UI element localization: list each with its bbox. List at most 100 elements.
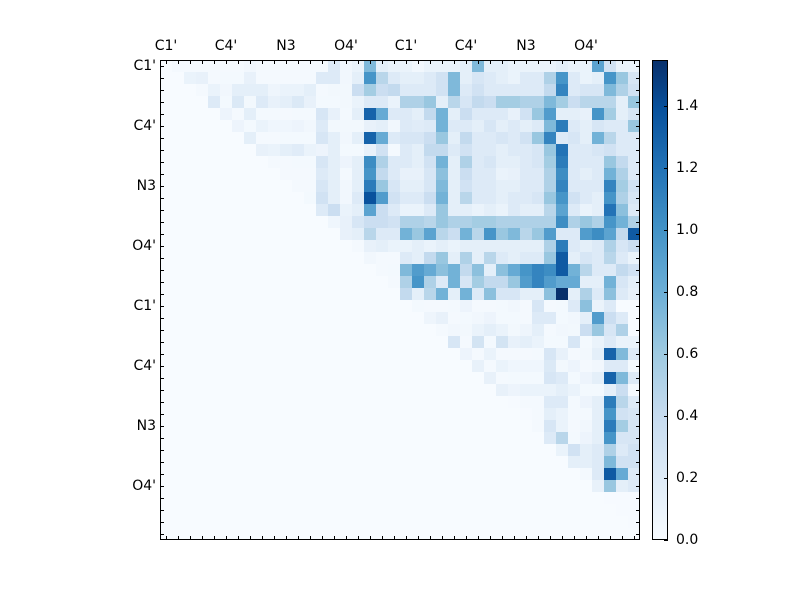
heatmap-cell xyxy=(496,312,508,324)
heatmap-cell xyxy=(472,60,484,72)
heatmap-cell xyxy=(424,360,436,372)
heatmap-cell xyxy=(388,360,400,372)
heatmap-cell xyxy=(496,276,508,288)
heatmap-cell xyxy=(484,120,496,132)
heatmap-cell xyxy=(352,432,364,444)
heatmap-cell xyxy=(328,156,340,168)
heatmap-cell xyxy=(184,72,196,84)
heatmap-cell xyxy=(376,348,388,360)
heatmap-cell xyxy=(412,408,424,420)
heatmap-cell xyxy=(304,372,316,384)
heatmap-cell xyxy=(304,516,316,528)
heatmap-cell xyxy=(160,528,172,540)
heatmap-cell xyxy=(196,372,208,384)
heatmap-cell xyxy=(472,360,484,372)
heatmap-cell xyxy=(592,492,604,504)
heatmap-cell xyxy=(280,444,292,456)
heatmap-cell xyxy=(304,276,316,288)
heatmap-cell xyxy=(256,264,268,276)
heatmap-cell xyxy=(196,96,208,108)
heatmap-cell xyxy=(316,360,328,372)
heatmap-cell xyxy=(556,444,568,456)
axis-tick-left xyxy=(160,462,164,463)
heatmap-cell xyxy=(400,456,412,468)
heatmap-cell xyxy=(556,252,568,264)
heatmap-cell xyxy=(280,240,292,252)
heatmap-cell xyxy=(256,324,268,336)
heatmap-cell xyxy=(352,108,364,120)
axis-tick-right xyxy=(636,234,640,235)
heatmap-cell xyxy=(448,372,460,384)
heatmap-cell xyxy=(424,300,436,312)
heatmap-cell xyxy=(460,492,472,504)
heatmap-cell xyxy=(472,216,484,228)
heatmap-cell xyxy=(604,60,616,72)
heatmap-cell xyxy=(328,276,340,288)
heatmap-cell xyxy=(508,180,520,192)
heatmap-cell xyxy=(352,348,364,360)
heatmap-cell xyxy=(160,192,172,204)
heatmap-cell xyxy=(292,192,304,204)
heatmap-cell xyxy=(460,108,472,120)
heatmap-cell xyxy=(388,408,400,420)
heatmap-cell xyxy=(232,276,244,288)
heatmap-cell xyxy=(172,420,184,432)
heatmap-cell xyxy=(316,156,328,168)
heatmap-cell xyxy=(616,144,628,156)
heatmap-cell xyxy=(388,468,400,480)
axis-tick-top xyxy=(346,60,347,64)
heatmap-cell xyxy=(208,312,220,324)
heatmap-cell xyxy=(424,180,436,192)
heatmap-cell xyxy=(376,72,388,84)
heatmap-cell xyxy=(424,480,436,492)
heatmap-cell xyxy=(556,288,568,300)
axis-tick-right xyxy=(636,498,640,499)
heatmap-cell xyxy=(292,204,304,216)
heatmap-cell xyxy=(244,432,256,444)
heatmap-cell xyxy=(520,444,532,456)
heatmap-cell xyxy=(328,396,340,408)
heatmap-cell xyxy=(364,420,376,432)
heatmap-cell xyxy=(508,372,520,384)
heatmap-cell xyxy=(616,324,628,336)
heatmap-cell xyxy=(532,72,544,84)
heatmap-cell xyxy=(592,216,604,228)
heatmap-cell xyxy=(256,516,268,528)
heatmap-cell xyxy=(364,384,376,396)
heatmap-cell xyxy=(484,168,496,180)
heatmap-cell xyxy=(340,120,352,132)
axis-tick-bottom xyxy=(166,536,167,540)
heatmap-cell xyxy=(244,204,256,216)
heatmap-cell xyxy=(484,300,496,312)
heatmap-cell xyxy=(232,108,244,120)
heatmap-cell xyxy=(616,300,628,312)
heatmap-cell xyxy=(244,312,256,324)
heatmap-cell xyxy=(448,180,460,192)
heatmap-cell xyxy=(424,516,436,528)
heatmap-cell xyxy=(292,216,304,228)
heatmap-cell xyxy=(364,132,376,144)
heatmap-cell xyxy=(520,516,532,528)
heatmap-cell xyxy=(484,444,496,456)
heatmap-cell xyxy=(184,444,196,456)
heatmap-cell xyxy=(460,372,472,384)
heatmap-cell xyxy=(340,192,352,204)
heatmap-cell xyxy=(580,312,592,324)
heatmap-cell xyxy=(616,492,628,504)
heatmap-cell xyxy=(232,84,244,96)
heatmap-cell xyxy=(352,372,364,384)
heatmap-cell xyxy=(460,324,472,336)
heatmap-cell xyxy=(496,228,508,240)
heatmap-cell xyxy=(280,204,292,216)
heatmap-cell xyxy=(304,60,316,72)
colorbar-tick-label: 1.2 xyxy=(676,160,699,177)
heatmap-cell xyxy=(508,132,520,144)
heatmap-cell xyxy=(184,360,196,372)
heatmap-cell xyxy=(388,480,400,492)
heatmap-cell xyxy=(184,264,196,276)
axis-tick-left xyxy=(160,90,164,91)
heatmap-cell xyxy=(496,396,508,408)
axis-tick-bottom xyxy=(346,536,347,540)
heatmap-cell xyxy=(460,396,472,408)
heatmap-cell xyxy=(352,192,364,204)
